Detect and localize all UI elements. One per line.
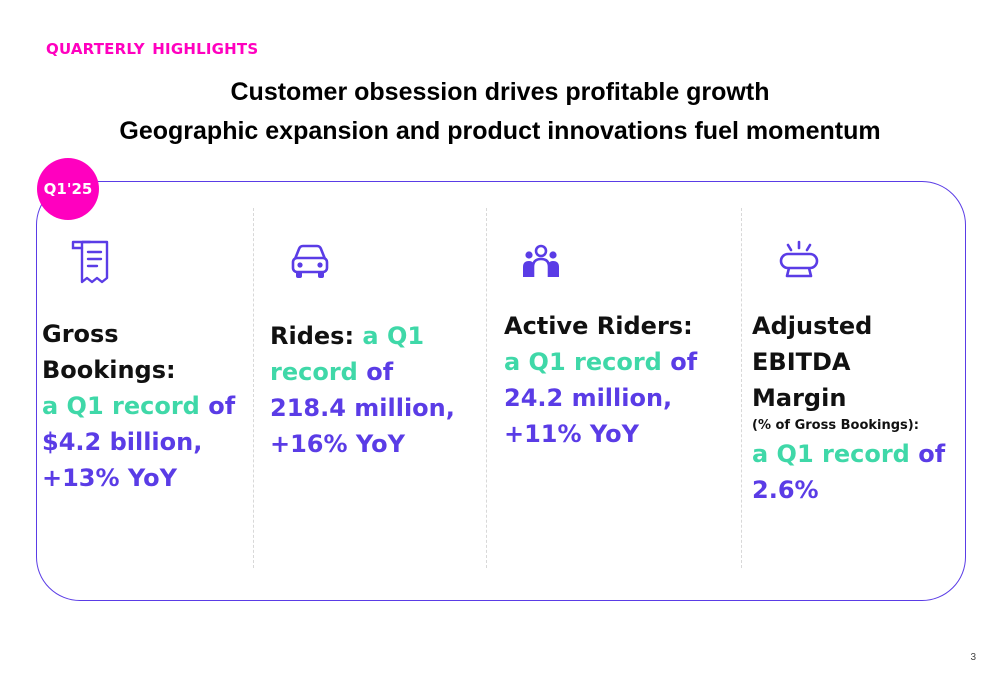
page-number: 3 xyxy=(970,652,976,663)
metric-rides: Rides: a Q1 record of 218.4 million, +16… xyxy=(270,318,475,462)
column-divider xyxy=(741,208,742,568)
metric-value: of 24.2 million, +11% YoY xyxy=(504,348,698,448)
column-divider xyxy=(486,208,487,568)
lamp-icon xyxy=(779,240,819,278)
metric-value: of $4.2 billion, +13% YoY xyxy=(42,392,236,492)
car-icon xyxy=(291,244,329,278)
metric-highlight: a Q1 record xyxy=(504,348,662,376)
metric-title: Active Riders: xyxy=(504,312,693,340)
metric-value: of 2.6% xyxy=(752,440,946,504)
metric-title: Gross Bookings: xyxy=(42,320,176,384)
headline-line-2: Geographic expansion and product innovat… xyxy=(119,117,881,145)
metric-highlight: a Q1 record xyxy=(270,322,425,386)
metric-title: Rides: xyxy=(270,322,355,350)
headline-line-1: Customer obsession drives profitable gro… xyxy=(230,78,770,106)
people-icon xyxy=(523,244,559,277)
metric-title: Adjusted EBITDA Margin xyxy=(752,312,873,412)
metric-active-riders: Active Riders: a Q1 record of 24.2 milli… xyxy=(504,308,729,452)
metric-highlight: a Q1 record xyxy=(42,392,200,420)
receipt-icon xyxy=(71,240,109,284)
metric-gross-bookings: Gross Bookings: a Q1 record of $4.2 bill… xyxy=(42,316,252,496)
metric-value: of 218.4 million, +16% YoY xyxy=(270,358,455,458)
metric-note: (% of Gross Bookings): xyxy=(752,418,919,433)
metric-highlight: a Q1 record xyxy=(752,440,910,468)
metric-adjusted-ebitda-margin: Adjusted EBITDA Margin (% of Gross Booki… xyxy=(752,308,952,508)
section-kicker: QUARTERLY HIGHLIGHTS xyxy=(46,40,259,58)
quarter-badge: Q1'25 xyxy=(37,158,99,220)
column-divider xyxy=(253,208,254,568)
highlights-frame xyxy=(36,181,966,601)
